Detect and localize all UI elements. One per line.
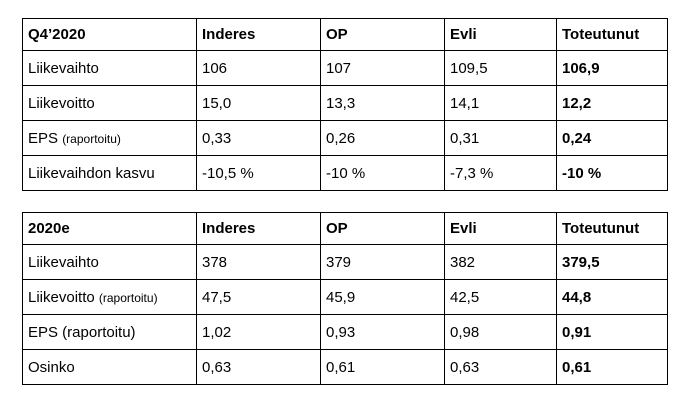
table-cell: 45,9 — [320, 279, 445, 315]
table-cell: -10 % — [556, 155, 668, 191]
table-row: Liikevaihto 378 379 382 379,5 — [22, 244, 668, 280]
table-cell: 0,63 — [444, 349, 557, 385]
table-cell: -7,3 % — [444, 155, 557, 191]
header-cell: OP — [320, 212, 445, 245]
table-cell: Liikevaihdon kasvu — [22, 155, 197, 191]
table-row: Liikevaihdon kasvu -10,5 % -10 % -7,3 % -10 … — [22, 155, 668, 191]
table-cell: 42,5 — [444, 279, 557, 315]
table-cell: -10,5 % — [196, 155, 321, 191]
table-cell: 1,02 — [196, 314, 321, 350]
table-cell: 12,2 — [556, 85, 668, 121]
header-cell: Evli — [444, 18, 557, 51]
table-cell: 44,8 — [556, 279, 668, 315]
table-cell: EPS (raportoitu) — [22, 314, 197, 350]
table-cell: 379 — [320, 244, 445, 280]
table-cell: 14,1 — [444, 85, 557, 121]
header-cell: 2020e — [22, 212, 197, 245]
header-cell: Toteutunut — [556, 18, 668, 51]
table-cell: 382 — [444, 244, 557, 280]
table-cell: Liikevoitto (raportoitu) — [22, 279, 197, 315]
header-row: Q4’2020 Inderes OP Evli Toteutunut — [22, 18, 668, 51]
table-cell: 0,61 — [556, 349, 668, 385]
table-cell: 106,9 — [556, 50, 668, 86]
table-row: EPS (raportoitu) 1,02 0,93 0,98 0,91 — [22, 314, 668, 350]
table-cell: EPS (raportoitu) — [22, 120, 197, 156]
table-cell: -10 % — [320, 155, 445, 191]
table-cell: Osinko — [22, 349, 197, 385]
table-cell: 0,98 — [444, 314, 557, 350]
table-cell: 0,33 — [196, 120, 321, 156]
header-cell: Q4’2020 — [22, 18, 197, 51]
header-cell: Toteutunut — [556, 212, 668, 245]
table-row: Liikevoitto 15,0 13,3 14,1 12,2 — [22, 85, 668, 121]
table-cell: 15,0 — [196, 85, 321, 121]
table-cell: Liikevaihto — [22, 244, 197, 280]
cell-note: (raportoitu) — [62, 131, 121, 146]
table-cell: 0,31 — [444, 120, 557, 156]
table-cell: 378 — [196, 244, 321, 280]
table-row: Osinko 0,63 0,61 0,63 0,61 — [22, 349, 668, 385]
table-cell: 13,3 — [320, 85, 445, 121]
table-cell: 0,93 — [320, 314, 445, 350]
header-row: 2020e Inderes OP Evli Toteutunut — [22, 212, 668, 245]
table-row: EPS (raportoitu) 0,33 0,26 0,31 0,24 — [22, 120, 668, 156]
table-cell: Liikevaihto — [22, 50, 197, 86]
header-cell: Inderes — [196, 212, 321, 245]
table-row: Liikevaihto 106 107 109,5 106,9 — [22, 50, 668, 86]
header-cell: Inderes — [196, 18, 321, 51]
cell-note: (raportoitu) — [98, 290, 158, 305]
table-cell: 109,5 — [444, 50, 557, 86]
table-cell: 379,5 — [556, 244, 668, 280]
table-cell: Liikevoitto — [22, 85, 197, 121]
header-cell: Evli — [444, 212, 557, 245]
table-cell: 106 — [196, 50, 321, 86]
table-cell: 0,24 — [556, 120, 668, 156]
table-cell: 47,5 — [196, 279, 321, 315]
cell-text: Liikevoitto — [28, 288, 95, 306]
table-cell: 0,26 — [320, 120, 445, 156]
data-table: 2020e Inderes OP Evli Toteutunut Liikevaihto 3… — [22, 212, 668, 385]
cell-text: EPS — [28, 129, 59, 147]
table-cell: 0,63 — [196, 349, 321, 385]
table-cell: 0,61 — [320, 349, 445, 385]
data-table: Q4’2020 Inderes OP Evli Toteutunut Liikevaiht… — [22, 18, 668, 191]
table-cell: 107 — [320, 50, 445, 86]
table-row: Liikevoitto (raportoitu) 47,5 45,9 42,5 44,8 — [22, 279, 668, 315]
table-cell: 0,91 — [556, 314, 668, 350]
header-cell: OP — [320, 18, 445, 51]
